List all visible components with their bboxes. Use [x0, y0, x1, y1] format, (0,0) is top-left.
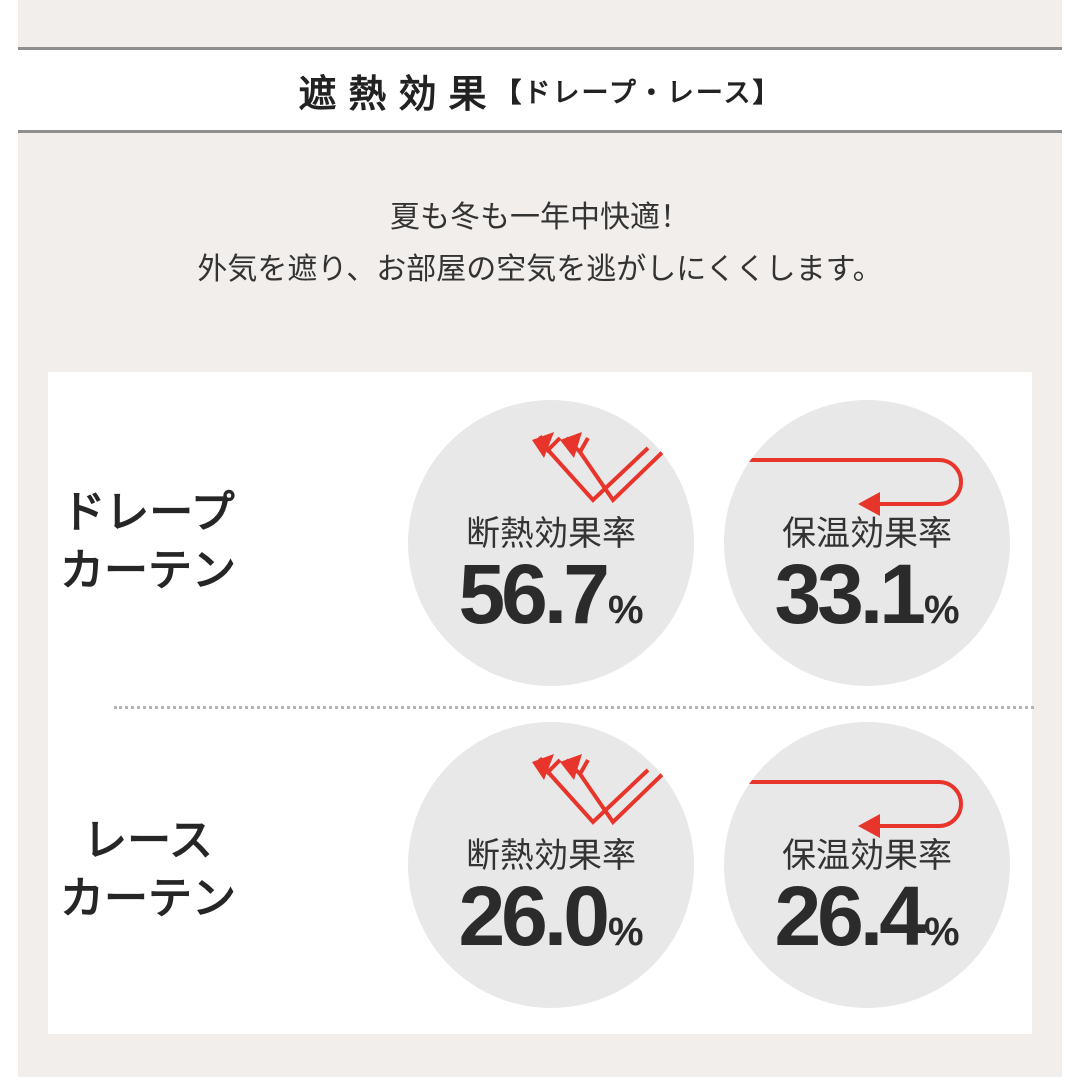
row-label-drape-line1: ドレープ: [61, 487, 235, 538]
results-card: ドレープ カーテン 断熱効果率 56.7%: [48, 372, 1034, 1034]
row-label-lace-line1: レース: [83, 815, 213, 866]
metric-number: 33.1: [774, 547, 925, 641]
metric-value: 56.7%: [408, 546, 694, 643]
row-label-lace: レース カーテン: [18, 812, 278, 928]
section-title: 遮熱効果 【ドレープ・レース】: [18, 50, 1062, 130]
metric-unit: %: [607, 910, 644, 954]
heat-return-arrow-icon: [734, 458, 963, 516]
row-label-lace-line2: カーテン: [60, 873, 236, 924]
metric-label: 保温効果率: [782, 514, 952, 554]
metric-lace-retention: 保温効果率 26.4%: [724, 722, 1010, 1008]
section-title-main: 遮熱効果: [298, 71, 499, 116]
heat-reflect-arrows-icon: [532, 432, 675, 504]
metric-number: 26.4: [774, 869, 925, 963]
heat-reflect-arrows-icon: [532, 754, 675, 826]
metric-label: 断熱効果率: [466, 514, 636, 554]
header-bottom-rule: [18, 130, 1062, 133]
metric-unit: %: [607, 588, 644, 632]
section-title-sub: 【ドレープ・レース】: [494, 77, 782, 109]
metric-label: 保温効果率: [782, 836, 952, 876]
heat-return-arrow-icon: [734, 780, 963, 838]
metric-lace-insulation: 断熱効果率 26.0%: [408, 722, 694, 1008]
header-top-rule: [18, 47, 1062, 50]
heat-shield-panel: 遮熱効果 【ドレープ・レース】 夏も冬も一年中快適！ 外気を遮り、お部屋の空気を…: [18, 0, 1062, 1077]
metric-label: 断熱効果率: [466, 836, 636, 876]
intro-line-1: 夏も冬も一年中快適！: [390, 200, 690, 235]
row-divider: [114, 706, 1034, 709]
metric-value: 26.0%: [408, 868, 694, 965]
intro-line-2: 外気を遮り、お部屋の空気を逃がしにくくします。: [197, 252, 883, 287]
metric-drape-retention: 保温効果率 33.1%: [724, 400, 1010, 686]
metric-unit: %: [923, 910, 960, 954]
metric-unit: %: [923, 588, 960, 632]
metric-value: 26.4%: [724, 868, 1010, 965]
row-label-drape-line2: カーテン: [60, 545, 236, 596]
row-label-drape: ドレープ カーテン: [18, 484, 278, 600]
metric-number: 26.0: [458, 869, 609, 963]
header-band: [18, 50, 1062, 130]
metric-drape-insulation: 断熱効果率 56.7%: [408, 400, 694, 686]
metric-value: 33.1%: [724, 546, 1010, 643]
intro-text: 夏も冬も一年中快適！ 外気を遮り、お部屋の空気を逃がしにくくします。: [18, 192, 1062, 296]
metric-number: 56.7: [458, 547, 609, 641]
